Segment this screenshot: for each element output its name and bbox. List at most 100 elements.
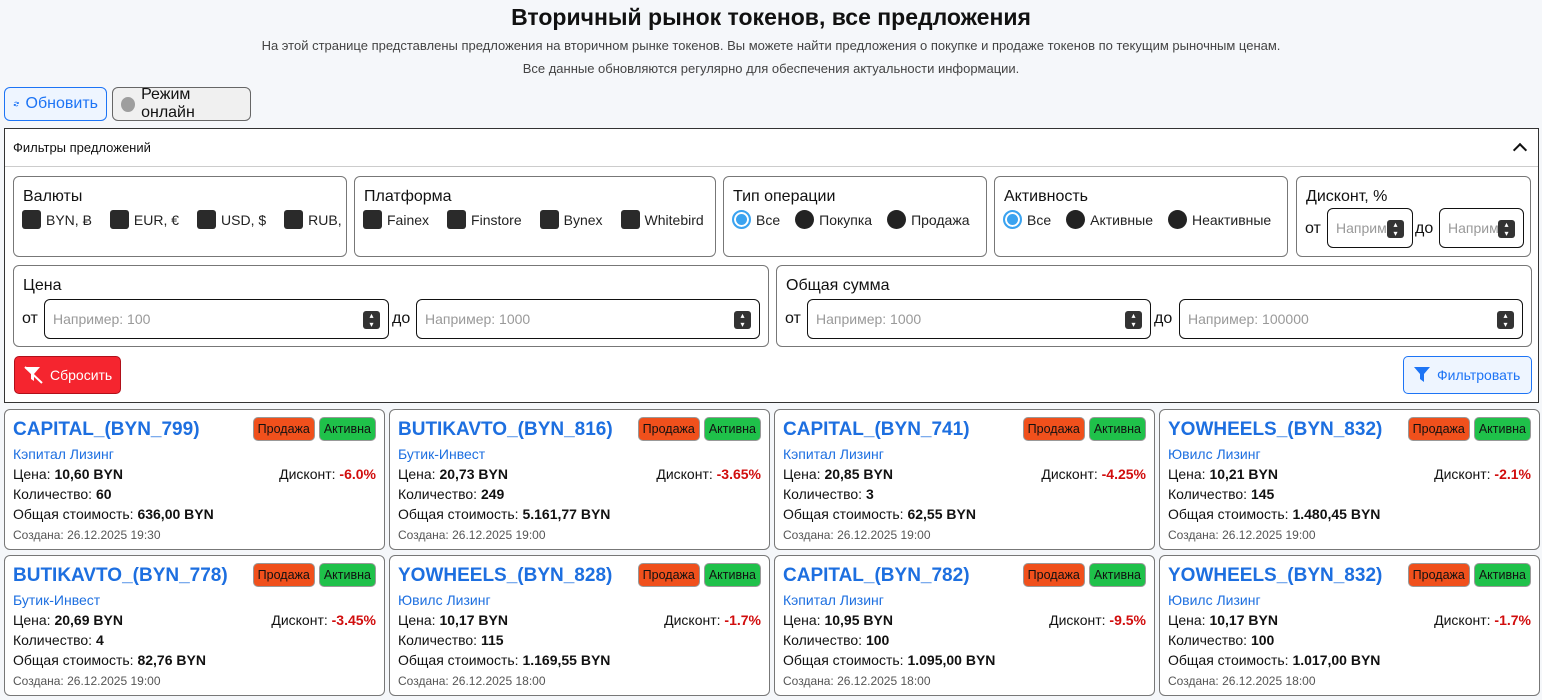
chevron-up-icon[interactable] (1512, 142, 1528, 158)
activity-option-all[interactable]: Все (1003, 210, 1051, 229)
offer-total: 5.161,77 BYN (522, 506, 611, 522)
offer-qty-line: Количество: 100 (783, 632, 889, 648)
spinner-icon[interactable]: ▴ ▾ (1497, 311, 1514, 329)
platform-option[interactable]: Whitebird (620, 210, 704, 229)
offer-discount: -3.65% (716, 466, 761, 482)
total-filter: Общая сумма от Например: 1000 ▴ ▾ до Напри… (776, 265, 1532, 347)
spinner-icon[interactable]: ▴ ▾ (1125, 311, 1142, 329)
price-filter: Цена от Например: 100 ▴ ▾ до Например: 100… (13, 265, 769, 347)
offer-issuer[interactable]: Бутик-Инвест (13, 592, 101, 608)
offer-status-badge: Активна (318, 563, 376, 587)
offer-card[interactable]: CAPITAL_(BYN_741) Продажа Активна Кэпитал Л… (774, 409, 1155, 550)
offer-card[interactable]: CAPITAL_(BYN_799) Продажа Активна Кэпитал Л… (4, 409, 385, 550)
refresh-button[interactable]: Обновить (4, 87, 107, 121)
offer-created-date: 26.12.2025 19:00 (452, 528, 546, 542)
total-from-input[interactable]: Например: 1000 ▴ ▾ (807, 299, 1151, 339)
total-to-input[interactable]: Например: 100000 ▴ ▾ (1179, 299, 1523, 339)
filters-header[interactable]: Фильтры предложений (5, 129, 1538, 167)
offer-price: 10,17 BYN (1209, 612, 1278, 628)
offer-total: 1.017,00 BYN (1292, 652, 1381, 668)
filter-button[interactable]: Фильтровать (1403, 356, 1532, 394)
offer-card[interactable]: CAPITAL_(BYN_782) Продажа Активна Кэпитал Л… (774, 555, 1155, 696)
offer-type-badge: Продажа (252, 563, 315, 587)
discount-from-input[interactable]: Например ▴ ▾ (1327, 208, 1413, 248)
offer-discount-line: Дисконт: -3.45% (271, 612, 376, 628)
activity-filter-title: Активность (1004, 188, 1089, 205)
currency-option[interactable]: BYN, Ƀ (22, 210, 92, 229)
offer-status-badge: Активна (1473, 563, 1531, 587)
offer-price-line: Цена: 10,17 BYN (1168, 612, 1278, 628)
checkbox-icon (620, 210, 640, 229)
offer-token-name[interactable]: YOWHEELS_(BYN_828) (398, 565, 613, 586)
offer-price: 20,85 BYN (824, 466, 893, 482)
operation-option-sell[interactable]: Продажа (887, 210, 970, 229)
reset-button[interactable]: Сбросить (14, 356, 121, 394)
spinner-icon[interactable]: ▴ ▾ (1387, 220, 1404, 238)
offer-card[interactable]: BUTIKAVTO_(BYN_778) Продажа Активна Бутик-И… (4, 555, 385, 696)
offer-discount: -9.5% (1109, 612, 1146, 628)
spinner-icon[interactable]: ▴ ▾ (734, 311, 751, 329)
offer-card[interactable]: BUTIKAVTO_(BYN_816) Продажа Активна Бутик-И… (389, 409, 770, 550)
activity-option-active[interactable]: Активные (1066, 210, 1153, 229)
offer-issuer[interactable]: Ювилс Лизинг (1168, 592, 1261, 608)
platform-option[interactable]: Bynex (539, 210, 603, 229)
platform-option[interactable]: Fainex (363, 210, 429, 229)
offer-card[interactable]: YOWHEELS_(BYN_832) Продажа Активна Ювилс Ли… (1159, 409, 1540, 550)
platform-option-label: Whitebird (644, 211, 704, 228)
operation-option-all[interactable]: Все (732, 210, 780, 229)
platform-option[interactable]: Finstore (447, 210, 522, 229)
offer-issuer[interactable]: Бутик-Инвест (398, 446, 486, 462)
offer-price-line: Цена: 10,60 BYN (13, 466, 123, 482)
offer-total: 1.480,45 BYN (1292, 506, 1381, 522)
operation-option-buy[interactable]: Покупка (795, 210, 872, 229)
price-from-input[interactable]: Например: 100 ▴ ▾ (44, 299, 389, 339)
offer-token-name[interactable]: YOWHEELS_(BYN_832) (1168, 419, 1383, 440)
offer-issuer[interactable]: Ювилс Лизинг (398, 592, 491, 608)
offer-discount: -2.1% (1494, 466, 1531, 482)
discount-to-input[interactable]: Например ▴ ▾ (1439, 208, 1524, 248)
offer-badges: Продажа Активна (1022, 417, 1146, 441)
total-from-placeholder: Например: 1000 (816, 311, 922, 327)
offer-card[interactable]: YOWHEELS_(BYN_828) Продажа Активна Ювилс Ли… (389, 555, 770, 696)
offer-created-label: Создана: (13, 674, 68, 688)
offer-token-name[interactable]: CAPITAL_(BYN_782) (783, 565, 970, 586)
price-to-input[interactable]: Например: 1000 ▴ ▾ (416, 299, 760, 339)
offer-total-label: Общая стоимость: (398, 652, 523, 668)
offer-created-label: Создана: (13, 528, 68, 542)
offer-discount: -1.7% (724, 612, 761, 628)
offer-created-label: Создана: (1168, 528, 1223, 542)
currency-option[interactable]: USD, $ (197, 210, 266, 229)
offer-discount-label: Дисконт: (271, 612, 332, 628)
offer-token-name[interactable]: BUTIKAVTO_(BYN_778) (13, 565, 228, 586)
offer-total: 1.169,55 BYN (522, 652, 611, 668)
currency-option[interactable]: EUR, € (109, 210, 179, 229)
offer-token-name[interactable]: BUTIKAVTO_(BYN_816) (398, 419, 613, 440)
offer-badges: Продажа Активна (1407, 417, 1531, 441)
price-to-label: до (392, 310, 411, 327)
offer-issuer[interactable]: Кэпитал Лизинг (13, 446, 114, 462)
activity-option-inactive[interactable]: Неактивные (1168, 210, 1271, 229)
offer-issuer[interactable]: Ювилс Лизинг (1168, 446, 1261, 462)
offer-issuer[interactable]: Кэпитал Лизинг (783, 592, 884, 608)
offer-qty-label: Количество: (1168, 486, 1251, 502)
offer-issuer[interactable]: Кэпитал Лизинг (783, 446, 884, 462)
spinner-icon[interactable]: ▴ ▾ (363, 311, 380, 329)
discount-to-placeholder: Например (1448, 220, 1515, 236)
offer-card[interactable]: YOWHEELS_(BYN_832) Продажа Активна Ювилс Ли… (1159, 555, 1540, 696)
offer-token-name[interactable]: CAPITAL_(BYN_741) (783, 419, 970, 440)
spinner-icon[interactable]: ▴ ▾ (1498, 220, 1515, 238)
online-mode-toggle[interactable]: Режим онлайн (112, 86, 251, 121)
offer-total-line: Общая стоимость: 1.095,00 BYN (783, 652, 995, 668)
platform-option-label: Bynex (563, 211, 603, 228)
currency-option[interactable]: RUB, (284, 210, 342, 229)
activity-option-label: Неактивные (1192, 211, 1272, 228)
offer-total: 636,00 BYN (137, 506, 214, 522)
offer-total-label: Общая стоимость: (13, 506, 138, 522)
offer-qty: 249 (480, 486, 505, 502)
offer-token-name[interactable]: CAPITAL_(BYN_799) (13, 419, 200, 440)
radio-icon (887, 210, 907, 229)
operation-type-title: Тип операции (733, 188, 836, 205)
offer-token-name[interactable]: YOWHEELS_(BYN_832) (1168, 565, 1383, 586)
offer-qty-label: Количество: (1168, 632, 1251, 648)
price-to-placeholder: Например: 1000 (425, 311, 531, 327)
